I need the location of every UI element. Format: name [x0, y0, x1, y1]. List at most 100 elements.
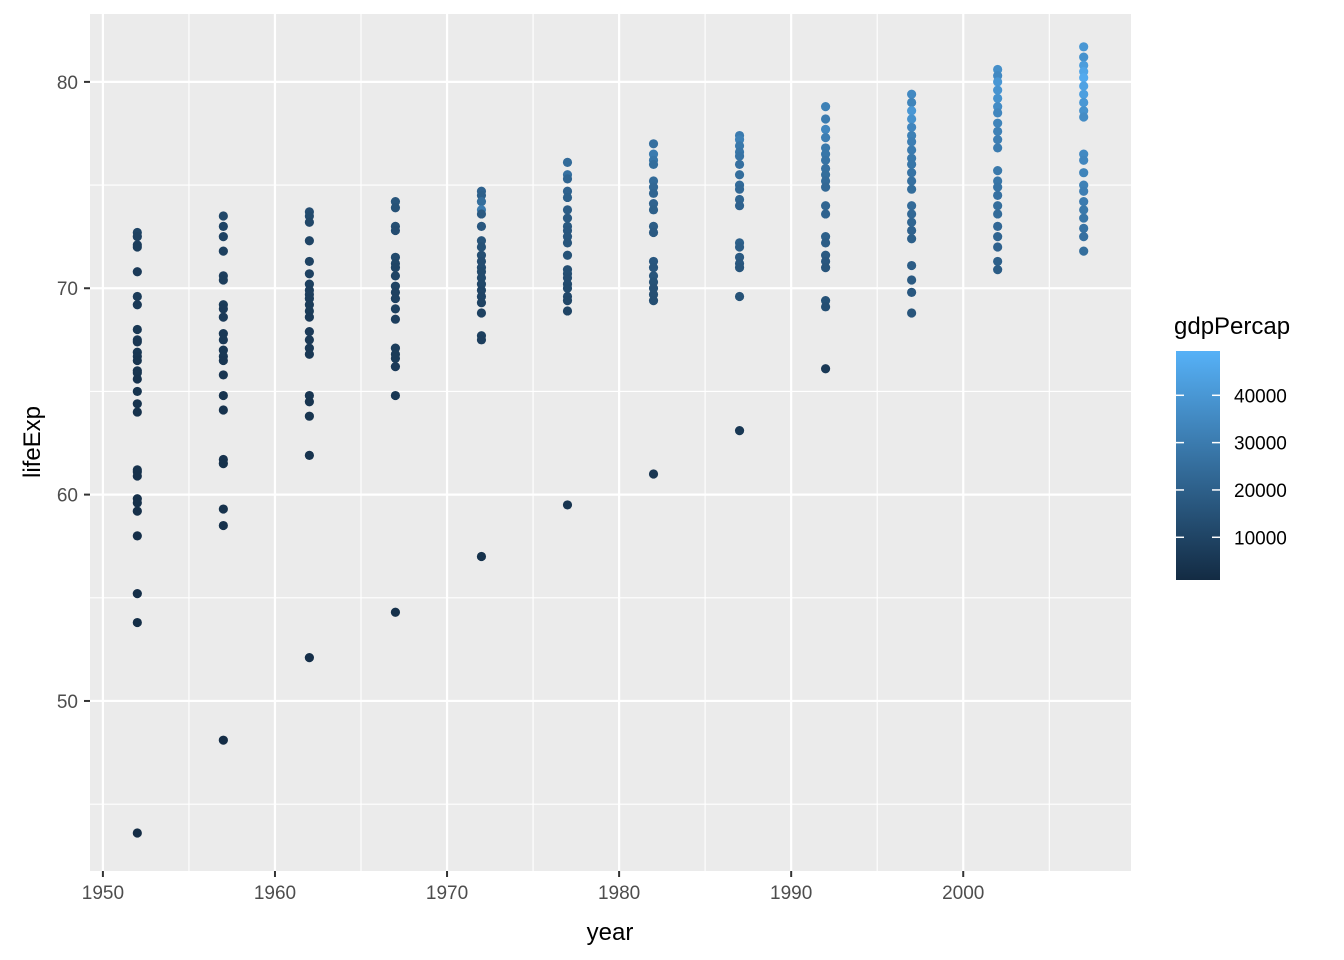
data-point [993, 118, 1003, 128]
data-point [907, 308, 917, 318]
data-point [820, 133, 831, 143]
data-point [304, 236, 314, 246]
data-point [734, 159, 745, 170]
data-point [907, 275, 917, 285]
data-point [132, 267, 142, 277]
data-point [132, 506, 142, 516]
y-tick-label: 60 [57, 486, 78, 507]
legend-tick-label: 20000 [1234, 481, 1287, 502]
data-point [993, 135, 1003, 145]
legend: gdpPercap 10000 20000 30000 40000 [1174, 313, 1290, 580]
x-tick-label: 1960 [254, 883, 296, 904]
data-point [562, 213, 573, 223]
data-point [218, 520, 228, 531]
data-point [562, 250, 573, 260]
data-point [734, 151, 745, 161]
legend-ticks: 10000 20000 30000 40000 [1176, 386, 1287, 549]
data-point [993, 209, 1003, 219]
data-point [562, 157, 573, 167]
data-point [1079, 52, 1089, 62]
data-point [993, 190, 1003, 200]
data-point [907, 260, 917, 271]
data-point [390, 225, 401, 236]
data-point [993, 143, 1003, 153]
data-point [390, 314, 401, 324]
data-point [648, 159, 659, 170]
data-point [648, 469, 659, 479]
data-point [304, 312, 314, 322]
data-point [734, 291, 745, 302]
data-points [132, 42, 1089, 838]
data-point [993, 256, 1003, 267]
data-point [907, 114, 917, 124]
data-point [820, 155, 831, 165]
data-point [390, 293, 401, 304]
data-point [562, 238, 573, 248]
data-point [390, 271, 401, 281]
data-point [1079, 205, 1089, 215]
data-point [907, 168, 917, 178]
data-point [476, 551, 487, 562]
data-point [132, 374, 142, 384]
y-axis: 50 60 70 80 [57, 73, 90, 713]
data-point [1079, 246, 1089, 256]
legend-title: gdpPercap [1174, 313, 1290, 340]
data-point [648, 263, 659, 273]
data-point [390, 390, 401, 401]
data-point [734, 263, 745, 273]
data-point [476, 308, 487, 318]
data-point [648, 296, 659, 306]
x-tick-label: 1950 [82, 883, 124, 904]
data-point [132, 386, 142, 397]
legend-tick-label: 10000 [1234, 528, 1287, 549]
data-point [218, 221, 228, 231]
data-point [218, 211, 228, 221]
data-point [820, 263, 831, 273]
data-point [304, 450, 314, 460]
y-tick-label: 70 [57, 279, 78, 300]
x-axis: 1950 1960 1970 1980 1990 2000 [82, 871, 984, 904]
data-point [1079, 196, 1089, 207]
data-point [1079, 112, 1089, 122]
data-point [907, 97, 917, 108]
data-point [820, 102, 831, 112]
data-point [390, 304, 401, 314]
data-point [1079, 186, 1089, 196]
data-point [218, 232, 228, 242]
data-point [132, 407, 142, 417]
data-point [132, 589, 142, 599]
data-point [304, 335, 314, 345]
data-point [132, 324, 142, 335]
data-point [132, 300, 142, 310]
legend-tick-label: 30000 [1234, 434, 1287, 455]
data-point [993, 166, 1003, 176]
data-point [907, 106, 917, 116]
data-point [562, 283, 573, 293]
data-point [218, 390, 228, 401]
data-point [562, 192, 573, 203]
data-point [218, 335, 228, 345]
data-point [476, 221, 487, 231]
data-point [648, 139, 659, 149]
data-point [562, 174, 573, 184]
grid-major [90, 14, 1131, 871]
data-point [132, 355, 142, 366]
data-point [218, 246, 228, 256]
data-point [390, 362, 401, 372]
data-point [907, 184, 917, 194]
data-point [218, 275, 228, 285]
data-point [218, 735, 228, 745]
data-point [820, 124, 831, 134]
data-point [390, 607, 401, 617]
data-point [734, 170, 745, 180]
data-point [132, 291, 142, 302]
data-point [993, 265, 1003, 275]
y-tick-label: 50 [57, 692, 78, 713]
x-tick-label: 1980 [598, 883, 640, 904]
data-point [304, 326, 314, 337]
data-point [476, 209, 487, 219]
x-tick-label: 1970 [426, 883, 468, 904]
data-point [648, 188, 659, 198]
